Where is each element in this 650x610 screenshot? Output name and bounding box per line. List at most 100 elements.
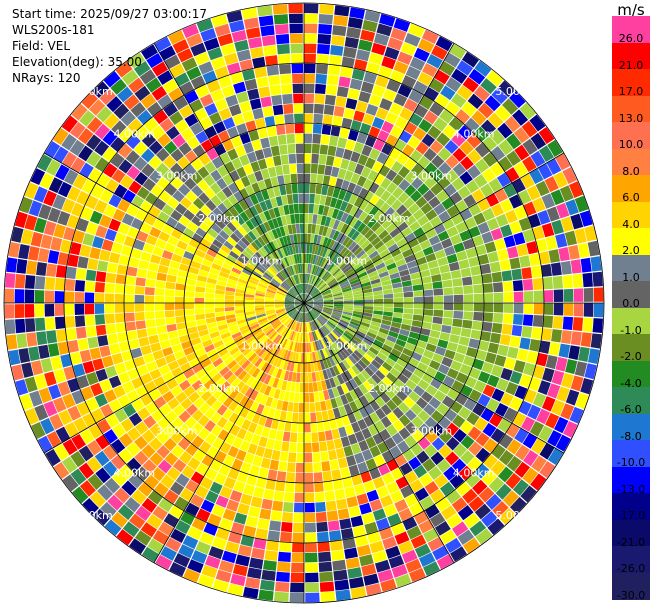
- range-gate-cell: [292, 532, 304, 543]
- range-gate-cell: [409, 479, 424, 493]
- range-gate-cell: [464, 376, 478, 389]
- range-gate-cell: [390, 277, 402, 284]
- range-gate-cell: [296, 303, 304, 310]
- range-gate-cell: [486, 398, 500, 412]
- range-gate-cell: [393, 93, 408, 107]
- range-gate-cell: [321, 271, 329, 280]
- range-gate-cell: [365, 436, 377, 449]
- range-gate-cell: [362, 259, 373, 268]
- range-gate-cell: [294, 482, 304, 493]
- range-gate-cell: [304, 303, 311, 310]
- range-gate-cell: [116, 264, 128, 275]
- range-gate-cell: [229, 490, 243, 503]
- range-gate-cell: [197, 243, 209, 254]
- range-gate-cell: [332, 310, 343, 316]
- range-gate-cell: [345, 98, 358, 110]
- range-gate-cell: [276, 291, 286, 296]
- range-gate-cell: [308, 203, 314, 214]
- range-gate-cell: [154, 303, 165, 311]
- range-gate-cell: [582, 317, 594, 333]
- range-gate-cell: [374, 420, 386, 433]
- range-gate-cell: [199, 264, 211, 273]
- range-gate-cell: [530, 150, 546, 168]
- range-gate-cell: [372, 286, 383, 292]
- range-gate-cell: [265, 396, 274, 408]
- range-gate-cell: [274, 300, 285, 302]
- range-gate-cell: [4, 304, 15, 319]
- range-gate-cell: [332, 376, 341, 387]
- range-gate-cell: [408, 203, 420, 215]
- range-gate-cell: [172, 190, 185, 203]
- range-gate-cell: [473, 380, 487, 393]
- range-gate-cell: [275, 196, 283, 207]
- range-gate-cell: [58, 409, 73, 426]
- range-gate-cell: [308, 382, 314, 393]
- range-gate-cell: [327, 145, 337, 157]
- range-gate-cell: [340, 317, 351, 323]
- range-gate-cell: [506, 246, 519, 259]
- range-gate-cell: [370, 278, 381, 285]
- range-gate-cell: [366, 62, 381, 75]
- range-gate-cell: [217, 33, 234, 47]
- range-gate-cell: [332, 312, 342, 317]
- range-gate-cell: [290, 572, 304, 583]
- range-gate-cell: [454, 199, 468, 213]
- range-gate-cell: [339, 336, 349, 345]
- range-gate-cell: [62, 438, 78, 456]
- range-gate-cell: [295, 322, 299, 332]
- range-gate-cell: [272, 263, 281, 272]
- range-gate-cell: [341, 347, 351, 357]
- range-gate-cell: [505, 167, 520, 183]
- range-gate-cell: [494, 238, 507, 251]
- range-gate-cell: [287, 143, 296, 154]
- range-gate-cell: [429, 78, 445, 93]
- range-gate-cell: [338, 321, 349, 328]
- range-gate-cell: [410, 534, 427, 549]
- range-gate-cell: [329, 418, 338, 430]
- range-gate-cell: [265, 309, 276, 314]
- range-gate-cell: [93, 508, 110, 526]
- range-gate-cell: [250, 401, 260, 413]
- range-gate-cell: [67, 339, 80, 353]
- range-gate-cell: [313, 391, 320, 402]
- range-gate-cell: [298, 312, 302, 322]
- range-gate-cell: [498, 433, 514, 449]
- range-gate-cell: [365, 157, 376, 170]
- range-gate-cell: [319, 235, 326, 246]
- range-gate-cell: [254, 214, 263, 226]
- range-gate-cell: [186, 33, 203, 48]
- range-gate-cell: [279, 337, 286, 348]
- range-gate-cell: [462, 276, 473, 286]
- range-gate-cell: [33, 186, 48, 203]
- range-gate-cell: [229, 346, 240, 356]
- range-gate-cell: [304, 13, 318, 24]
- range-gate-cell: [124, 359, 136, 371]
- range-gate-cell: [163, 140, 178, 155]
- range-gate-cell: [285, 381, 292, 392]
- range-gate-cell: [500, 198, 514, 213]
- range-gate-cell: [291, 224, 297, 234]
- range-gate-cell: [390, 27, 407, 42]
- range-gate-cell: [555, 153, 571, 171]
- range-gate-cell: [358, 344, 369, 353]
- range-gate-cell: [188, 331, 200, 340]
- range-gate-cell: [316, 53, 330, 65]
- range-gate-cell: [290, 582, 304, 593]
- range-gate-cell: [78, 462, 95, 479]
- range-gate-cell: [309, 352, 314, 363]
- range-gate-cell: [118, 433, 134, 448]
- range-gate-cell: [107, 333, 119, 345]
- range-gate-cell: [299, 342, 302, 353]
- range-gate-cell: [309, 286, 316, 295]
- range-gate-cell: [263, 351, 272, 362]
- range-gate-cell: [270, 279, 280, 287]
- range-gate-cell: [297, 303, 304, 310]
- range-gate-cell: [276, 216, 283, 227]
- range-ring-label: 2.00km: [368, 212, 410, 225]
- range-gate-cell: [195, 348, 206, 358]
- range-gate-cell: [234, 179, 245, 191]
- range-gate-cell: [180, 362, 192, 373]
- range-gate-cell: [215, 284, 226, 291]
- range-gate-cell: [551, 399, 565, 416]
- range-gate-cell: [182, 23, 199, 39]
